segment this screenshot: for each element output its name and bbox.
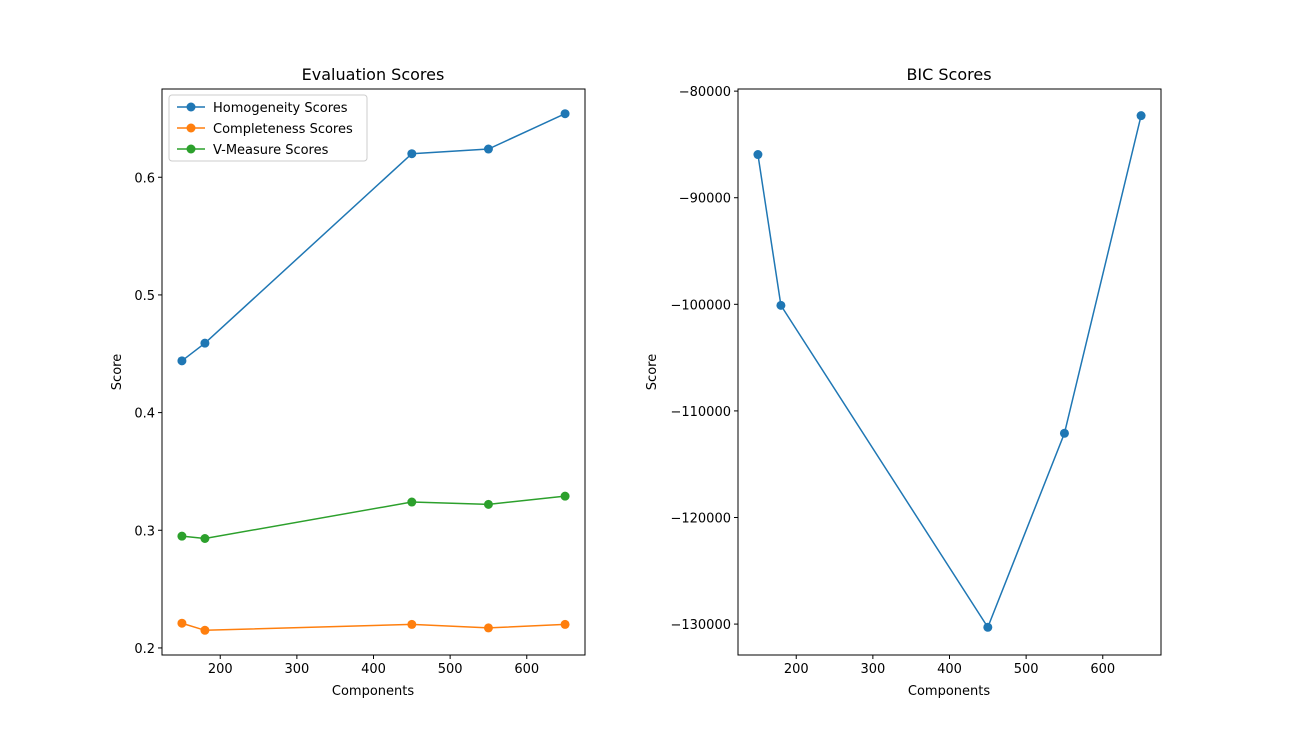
y-tick-label: 0.2 [134,642,155,657]
y-tick-label: −90000 [679,192,731,207]
data-point [560,619,570,629]
legend-label: Completeness Scores [213,122,353,137]
evaluation-scores-chart: Evaluation Scores Components Score 200 30… [110,65,586,699]
legend-label: Homogeneity Scores [213,101,348,116]
data-point [200,625,210,635]
legend-box [168,94,368,162]
plot-frame [737,88,1162,656]
y-tick-label: −120000 [670,511,731,526]
axis-ticks: 200 300 400 500 600 0.2 0.3 0.4 0.5 0.6 [134,171,539,677]
legend: Homogeneity Scores Completeness Scores V… [168,94,368,162]
x-tick-label: 500 [438,662,463,677]
x-tick-label: 400 [361,662,386,677]
y-tick-label: −80000 [679,85,731,100]
x-tick-label: 300 [284,662,309,677]
y-tick-label: 0.4 [134,407,155,422]
legend-entry-completeness: Completeness Scores [177,122,353,137]
legend-entry-homogeneity: Homogeneity Scores [177,101,348,116]
chart-title: Evaluation Scores [302,65,445,84]
data-point [560,109,570,119]
axis-ticks: 200 300 400 500 600 −130000 −120000 −110000 −100… [670,85,1115,677]
data-point [560,491,570,501]
data-point [483,499,493,509]
legend-entry-v-measure: V-Measure Scores [177,143,329,158]
data-point [177,356,187,366]
y-tick-label: −100000 [670,298,731,313]
data-point [177,618,187,628]
data-point [753,150,763,160]
x-tick-label: 300 [860,662,885,677]
data-point [177,531,187,541]
data-point [776,300,786,310]
x-tick-label: 600 [514,662,539,677]
y-tick-label: 0.3 [134,524,155,539]
x-axis-label: Components [332,684,414,699]
data-point [983,622,993,632]
x-tick-label: 200 [784,662,809,677]
chart-title: BIC Scores [906,65,991,84]
series-layer [177,109,570,635]
data-point [407,497,417,507]
data-point [1059,428,1069,438]
data-point [1136,111,1146,121]
y-tick-label: −130000 [670,618,731,633]
plot-frame [161,88,586,656]
y-axis-label: Score [110,354,125,390]
data-point [407,619,417,629]
series-layer [753,111,1146,632]
y-axis-label: Score [645,354,660,390]
y-tick-label: 0.6 [134,171,155,186]
x-axis-label: Components [908,684,990,699]
bic-scores-chart: BIC Scores Components Score 200 300 400 500… [645,65,1162,699]
data-point [407,149,417,159]
data-point [200,338,210,348]
x-tick-label: 200 [208,662,233,677]
y-tick-label: 0.5 [134,289,155,304]
data-point [483,623,493,633]
data-point [483,144,493,154]
x-tick-label: 500 [1014,662,1039,677]
x-tick-label: 400 [937,662,962,677]
x-tick-label: 600 [1090,662,1115,677]
data-point [200,534,210,544]
legend-label: V-Measure Scores [213,143,329,158]
y-tick-label: −110000 [670,405,731,420]
